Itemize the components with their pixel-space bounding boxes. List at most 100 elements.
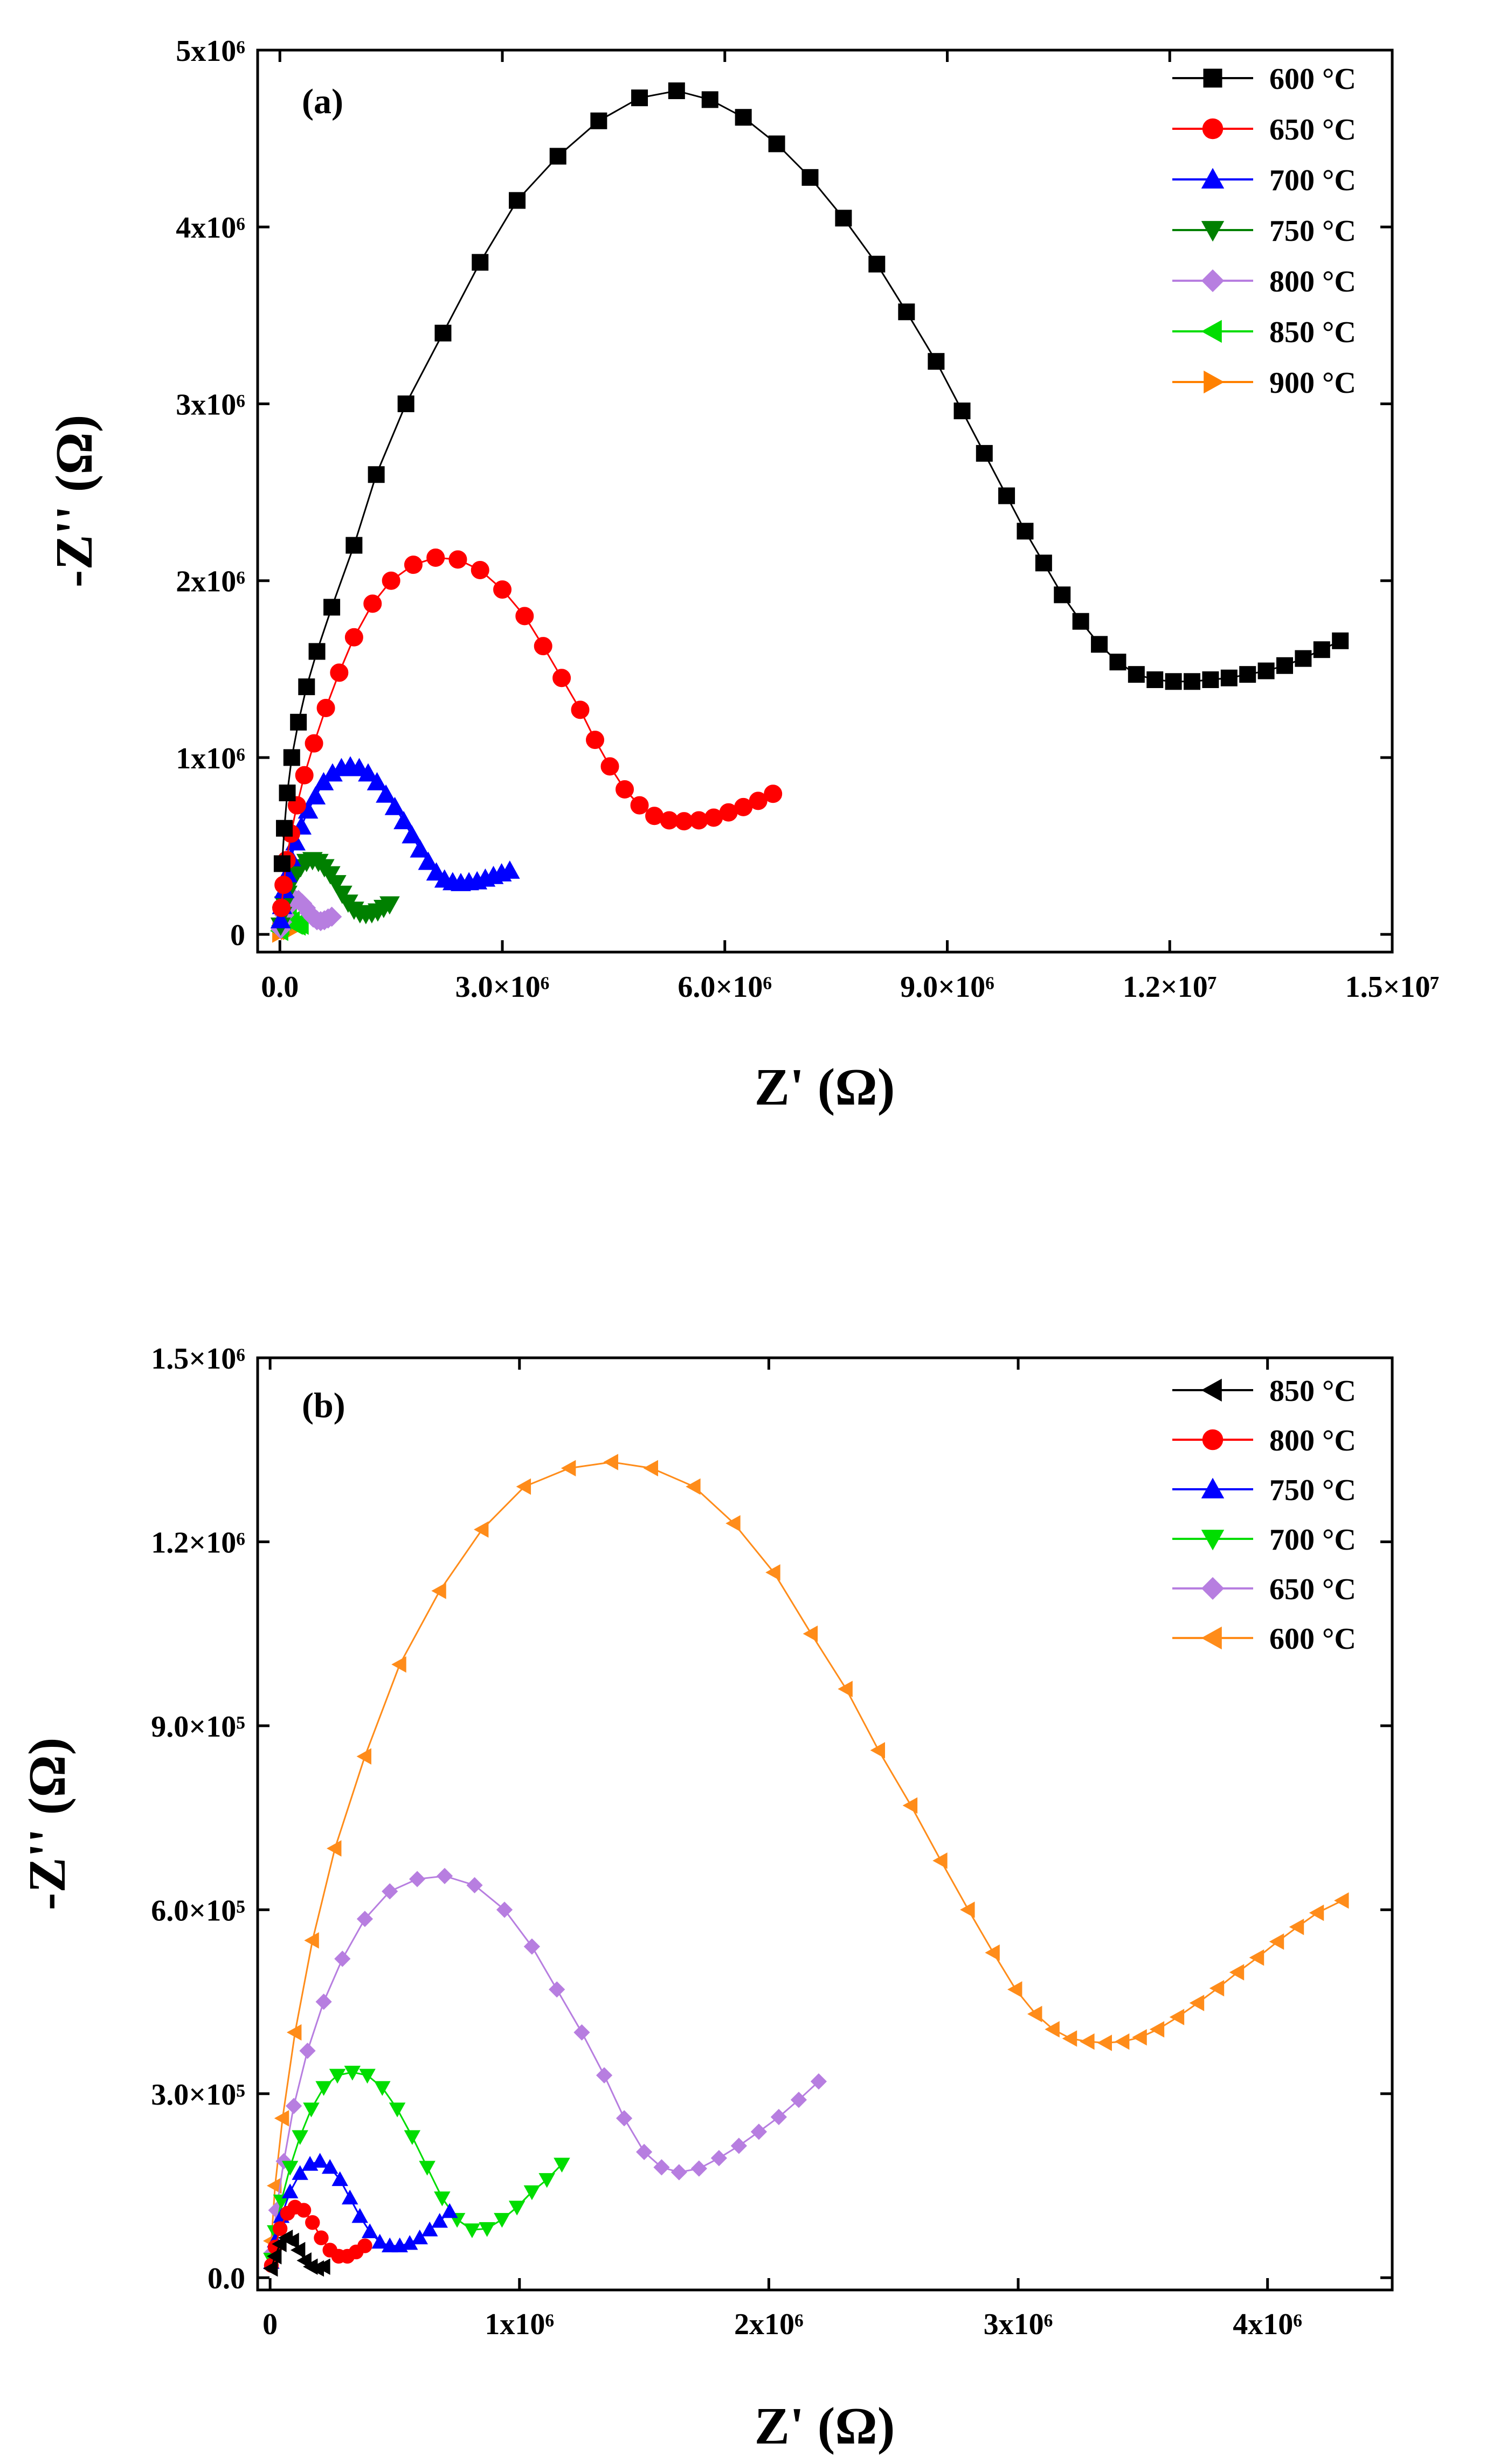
data-point	[305, 734, 323, 753]
data-point	[379, 896, 400, 915]
data-point	[1257, 662, 1275, 679]
data-point	[418, 851, 439, 870]
panel-a-plot-frame	[256, 48, 1394, 954]
data-point	[283, 749, 300, 766]
x-tick-label: 1.5×10⁷	[1345, 970, 1440, 1004]
data-point	[323, 599, 341, 616]
data-point	[410, 839, 431, 858]
data-point	[363, 594, 382, 613]
data-point	[552, 669, 571, 688]
data-point	[750, 2123, 768, 2140]
data-point	[735, 109, 752, 126]
y-tick-label: 3.0×10⁵	[151, 2078, 245, 2112]
data-point	[305, 2215, 320, 2230]
data-point	[274, 2110, 289, 2127]
panel-a-ticks: 0.0 3.0×10⁶ 6.0×10⁶ 9.0×10⁶ 1.2×10⁷ 1.5×10⁷ 0 1…	[176, 34, 1439, 1004]
x-tick-label: 3x10⁶	[984, 2308, 1053, 2341]
data-point	[326, 1840, 342, 1857]
data-point	[361, 2223, 378, 2238]
data-point	[534, 637, 552, 656]
data-point	[473, 1521, 489, 1538]
data-point	[356, 1911, 374, 1927]
panel-a-label: (a)	[302, 82, 343, 121]
data-point	[479, 2222, 495, 2237]
data-point	[635, 2143, 653, 2161]
legend-label: 850 °C	[1269, 1375, 1356, 1408]
data-point	[730, 2137, 747, 2154]
data-point	[928, 353, 945, 370]
y-tick-label: 6.0×10⁵	[151, 1894, 245, 1927]
data-point	[434, 2191, 451, 2206]
data-point	[334, 1951, 351, 1967]
data-point	[389, 2102, 406, 2118]
data-point	[835, 210, 852, 227]
data-point	[508, 2201, 526, 2216]
data-point	[292, 2165, 308, 2180]
data-point	[790, 2092, 807, 2108]
data-point	[985, 1944, 1000, 1961]
data-point	[314, 2230, 329, 2245]
data-point	[404, 556, 423, 574]
data-point	[290, 713, 307, 731]
data-point	[1289, 1918, 1304, 1935]
data-point	[359, 2069, 376, 2084]
data-point	[357, 2238, 372, 2253]
panel-a-y-axis-title: -Z'' (Ω)	[45, 415, 103, 588]
data-point	[1276, 657, 1294, 674]
legend-marker	[1201, 1378, 1222, 1402]
legend-label: 750 °C	[1269, 1474, 1356, 1507]
data-point	[285, 2098, 302, 2114]
data-point	[351, 2208, 368, 2223]
data-point	[1128, 666, 1145, 683]
data-point	[382, 1883, 398, 1900]
data-point	[266, 2177, 282, 2194]
data-point	[768, 135, 785, 152]
data-point	[516, 1478, 531, 1495]
data-point	[690, 2160, 707, 2177]
data-point	[315, 2081, 332, 2096]
data-point	[426, 549, 445, 567]
data-point	[292, 2130, 308, 2145]
y-tick-label: 0.0	[208, 2262, 245, 2295]
data-point	[374, 2081, 391, 2096]
data-point	[653, 2159, 670, 2176]
legend-label: 700 °C	[1269, 1523, 1356, 1557]
legend-label: 600 °C	[1269, 63, 1356, 96]
data-point	[976, 445, 993, 462]
data-point	[272, 2221, 288, 2236]
data-point	[810, 2073, 827, 2090]
data-point	[305, 786, 326, 805]
panel-b-plot-frame	[256, 1356, 1394, 2292]
data-point	[371, 2233, 388, 2249]
data-point	[538, 2173, 555, 2188]
data-point	[770, 2108, 787, 2126]
data-point	[411, 2229, 428, 2245]
data-point	[281, 2183, 299, 2198]
y-tick-label: 0	[230, 919, 245, 952]
panel-a-legend: 600 °C 650 °C 700 °C 750 °C 800 °C 850 °C 900 …	[1172, 63, 1356, 400]
x-tick-label: 6.0×10⁶	[678, 970, 772, 1004]
data-point	[631, 89, 648, 107]
data-point	[397, 395, 414, 412]
data-point	[953, 402, 971, 420]
data-point	[1132, 2029, 1147, 2046]
data-point	[384, 796, 405, 815]
data-point	[603, 1454, 618, 1470]
x-tick-label: 0.0	[261, 970, 299, 1004]
data-point	[561, 1460, 576, 1477]
data-point	[272, 898, 291, 917]
data-point	[279, 785, 296, 802]
legend-item: 650 °C	[1172, 113, 1356, 147]
data-point	[1097, 2035, 1112, 2051]
data-point	[472, 254, 489, 271]
data-point	[273, 2194, 290, 2210]
data-point	[290, 914, 309, 935]
data-point	[596, 2067, 613, 2084]
data-point	[668, 82, 685, 99]
panel-a-series	[269, 82, 1349, 943]
data-point	[571, 700, 590, 719]
data-point	[345, 537, 363, 554]
data-point	[356, 1748, 371, 1765]
x-tick-label: 1.2×10⁷	[1123, 970, 1217, 1004]
data-point	[402, 825, 423, 844]
